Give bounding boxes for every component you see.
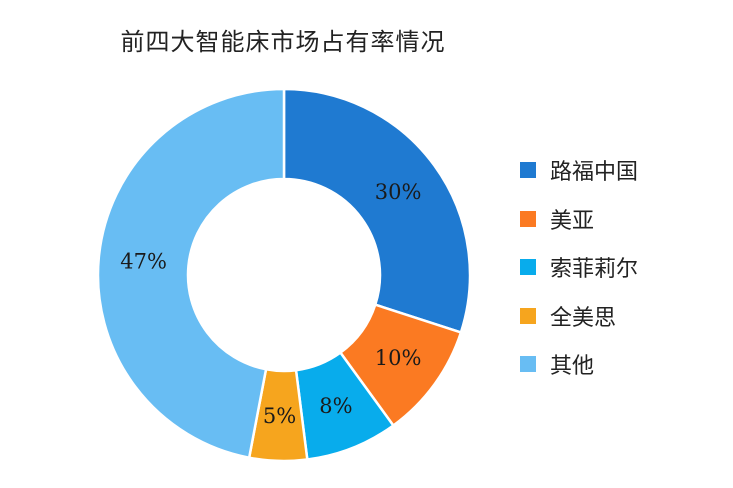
donut-slice-5: [96, 87, 286, 460]
legend-item-4: 全美思: [520, 298, 720, 334]
donut-slice-1: [282, 87, 472, 335]
legend-label: 全美思: [550, 305, 617, 331]
chart-title: 前四大智能床市场占有率情况: [120, 28, 446, 56]
legend-swatch: [520, 307, 536, 324]
slice-label-4: 5%: [263, 404, 296, 428]
legend-label: 索菲莉尔: [550, 257, 639, 282]
slice-label-5: 47%: [120, 250, 167, 274]
legend-item-5: 其他: [520, 346, 720, 382]
legend-item-1: 路福中国: [520, 152, 720, 188]
legend-swatch: [520, 162, 536, 178]
slice-label-2: 10%: [375, 346, 422, 370]
legend-swatch: [520, 259, 536, 275]
slice-label-1: 30%: [375, 180, 422, 204]
legend-item-3: 索菲莉尔: [520, 249, 720, 285]
legend-item-2: 美亚: [520, 201, 720, 237]
legend-label: 其他: [550, 354, 595, 379]
legend-label: 路福中国: [550, 160, 639, 185]
legend-swatch: [520, 356, 536, 372]
legend-swatch: [520, 210, 536, 227]
legend: 路福中国美亚索菲莉尔全美思其他: [520, 152, 720, 395]
legend-label: 美亚: [550, 208, 595, 234]
slice-label-3: 8%: [319, 394, 352, 418]
